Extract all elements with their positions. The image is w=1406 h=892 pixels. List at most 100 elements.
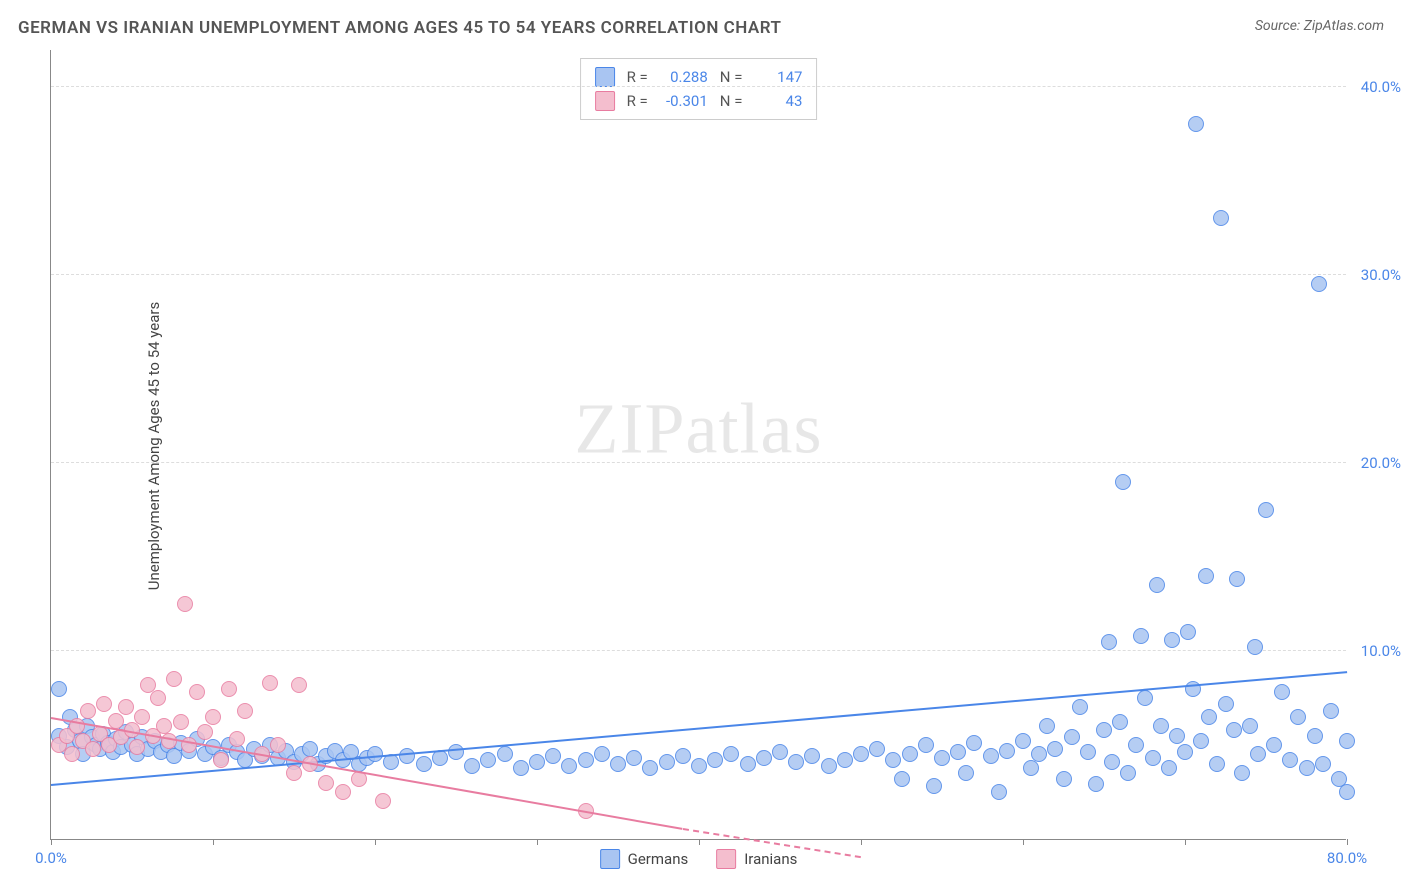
data-point [1161, 760, 1177, 776]
stat-r-label: R = [627, 89, 648, 113]
data-point [161, 733, 177, 749]
data-point [150, 690, 166, 706]
x-tick [537, 839, 538, 845]
data-point [885, 752, 901, 768]
trend-line [51, 717, 683, 830]
data-point [740, 756, 756, 772]
data-point [1185, 681, 1201, 697]
y-tick-label: 20.0% [1361, 454, 1401, 472]
x-tick [699, 839, 700, 845]
data-point [1339, 784, 1355, 800]
data-point [626, 750, 642, 766]
data-point [950, 744, 966, 760]
source-link[interactable]: ZipAtlas.com [1304, 18, 1384, 34]
stats-box: R = 0.288 N = 147 R = -0.301 N = 43 [580, 58, 818, 120]
legend-label-iranians: Iranians [744, 850, 797, 868]
data-point [958, 765, 974, 781]
data-point [1088, 776, 1104, 792]
gridline [51, 650, 1346, 651]
data-point [1226, 722, 1242, 738]
data-point [1039, 718, 1055, 734]
data-point [1015, 733, 1031, 749]
data-point [1080, 744, 1096, 760]
x-tick-label: 0.0% [35, 849, 67, 867]
y-tick-label: 10.0% [1361, 642, 1401, 660]
data-point [189, 684, 205, 700]
data-point [1250, 746, 1266, 762]
stat-r-iranians: -0.301 [656, 89, 708, 113]
data-point [642, 760, 658, 776]
data-point [999, 743, 1015, 759]
data-point [1218, 696, 1234, 712]
data-point [1177, 744, 1193, 760]
data-point [1133, 628, 1149, 644]
data-point [869, 741, 885, 757]
data-point [1137, 690, 1153, 706]
data-point [399, 748, 415, 764]
data-point [1282, 752, 1298, 768]
x-tick [375, 839, 376, 845]
data-point [1164, 632, 1180, 648]
data-point [1153, 718, 1169, 734]
source-prefix: Source: [1255, 18, 1304, 34]
data-point [1209, 756, 1225, 772]
data-point [1031, 746, 1047, 762]
data-point [707, 752, 723, 768]
legend-label-germans: Germans [628, 850, 689, 868]
stat-n-label: N = [720, 89, 743, 113]
data-point [480, 752, 496, 768]
data-point [1149, 577, 1165, 593]
data-point [134, 709, 150, 725]
data-point [610, 756, 626, 772]
x-tick [1185, 839, 1186, 845]
data-point [270, 737, 286, 753]
data-point [1299, 760, 1315, 776]
data-point [302, 741, 318, 757]
data-point [1128, 737, 1144, 753]
data-point [1315, 756, 1331, 772]
data-point [108, 713, 124, 729]
data-point [1047, 741, 1063, 757]
watermark-atlas: atlas [686, 388, 823, 468]
data-point [416, 756, 432, 772]
data-point [1339, 733, 1355, 749]
data-point [1169, 728, 1185, 744]
data-point [173, 714, 189, 730]
x-tick [1023, 839, 1024, 845]
swatch-germans [595, 67, 615, 87]
data-point [983, 748, 999, 764]
data-point [821, 758, 837, 774]
data-point [894, 771, 910, 787]
data-point [375, 793, 391, 809]
data-point [1229, 571, 1245, 587]
data-point [1120, 765, 1136, 781]
source-attribution: Source: ZipAtlas.com [1255, 18, 1384, 34]
data-point [286, 765, 302, 781]
data-point [675, 748, 691, 764]
data-point [229, 731, 245, 747]
data-point [51, 681, 67, 697]
x-tick [861, 839, 862, 845]
data-point [318, 775, 334, 791]
data-point [804, 748, 820, 764]
gridline [51, 274, 1346, 275]
data-point [837, 752, 853, 768]
data-point [594, 746, 610, 762]
data-point [902, 746, 918, 762]
data-point [464, 758, 480, 774]
data-point [513, 760, 529, 776]
data-point [166, 671, 182, 687]
data-point [1180, 624, 1196, 640]
data-point [1201, 709, 1217, 725]
stats-row-iranians: R = -0.301 N = 43 [595, 89, 803, 113]
data-point [291, 677, 307, 693]
data-point [926, 778, 942, 794]
data-point [1193, 733, 1209, 749]
data-point [1290, 709, 1306, 725]
data-point [80, 703, 96, 719]
legend-item-iranians: Iranians [716, 849, 797, 869]
data-point [118, 699, 134, 715]
data-point [578, 752, 594, 768]
data-point [213, 752, 229, 768]
data-point [221, 681, 237, 697]
